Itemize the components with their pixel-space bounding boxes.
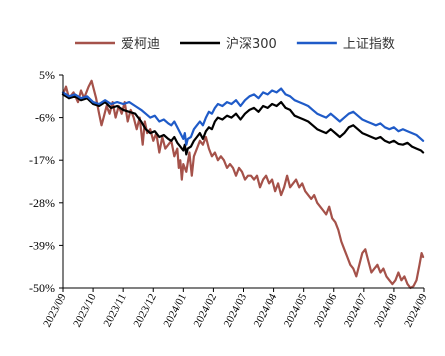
legend-label: 上证指数 xyxy=(343,37,395,52)
series-line xyxy=(61,79,425,290)
axes-layer: 5%-6%-17%-28%-39%-50%2023/09 2023/10 2023/… xyxy=(29,68,430,329)
x-tick-label: 2024/03 xyxy=(222,291,250,329)
x-tick-label: 2024/02 xyxy=(192,292,220,329)
series-line xyxy=(61,87,425,146)
y-tick-label: -28% xyxy=(29,196,55,210)
x-tick-label: 2024/07 xyxy=(342,291,370,329)
series-layer xyxy=(61,79,425,290)
legend-label: 爱柯迪 xyxy=(121,37,160,52)
x-tick-label: 2024/01 xyxy=(161,292,189,329)
legend-label: 沪深300 xyxy=(226,36,277,52)
x-tick-label: 2023/09 xyxy=(41,291,69,329)
legend: 爱柯迪 沪深300 上证指数 xyxy=(75,36,395,52)
x-tick-label: 2024/04 xyxy=(252,291,280,329)
x-tick-label: 2023/12 xyxy=(131,292,159,329)
x-tick-label: 2023/11 xyxy=(101,292,128,329)
x-tick-label: 2024/06 xyxy=(312,291,340,329)
y-tick-label: -39% xyxy=(29,238,55,252)
y-tick-label: -50% xyxy=(29,281,55,295)
y-tick-label: 5% xyxy=(39,68,55,82)
x-tick-label: 2023/10 xyxy=(71,291,99,329)
x-tick-label: 2024/05 xyxy=(282,291,310,329)
x-tick-label: 2024/08 xyxy=(372,291,400,329)
y-tick-label: -17% xyxy=(29,153,55,167)
x-tick-label: 2024/09 xyxy=(402,291,430,329)
series-line xyxy=(61,93,425,156)
y-tick-label: -6% xyxy=(35,111,55,125)
